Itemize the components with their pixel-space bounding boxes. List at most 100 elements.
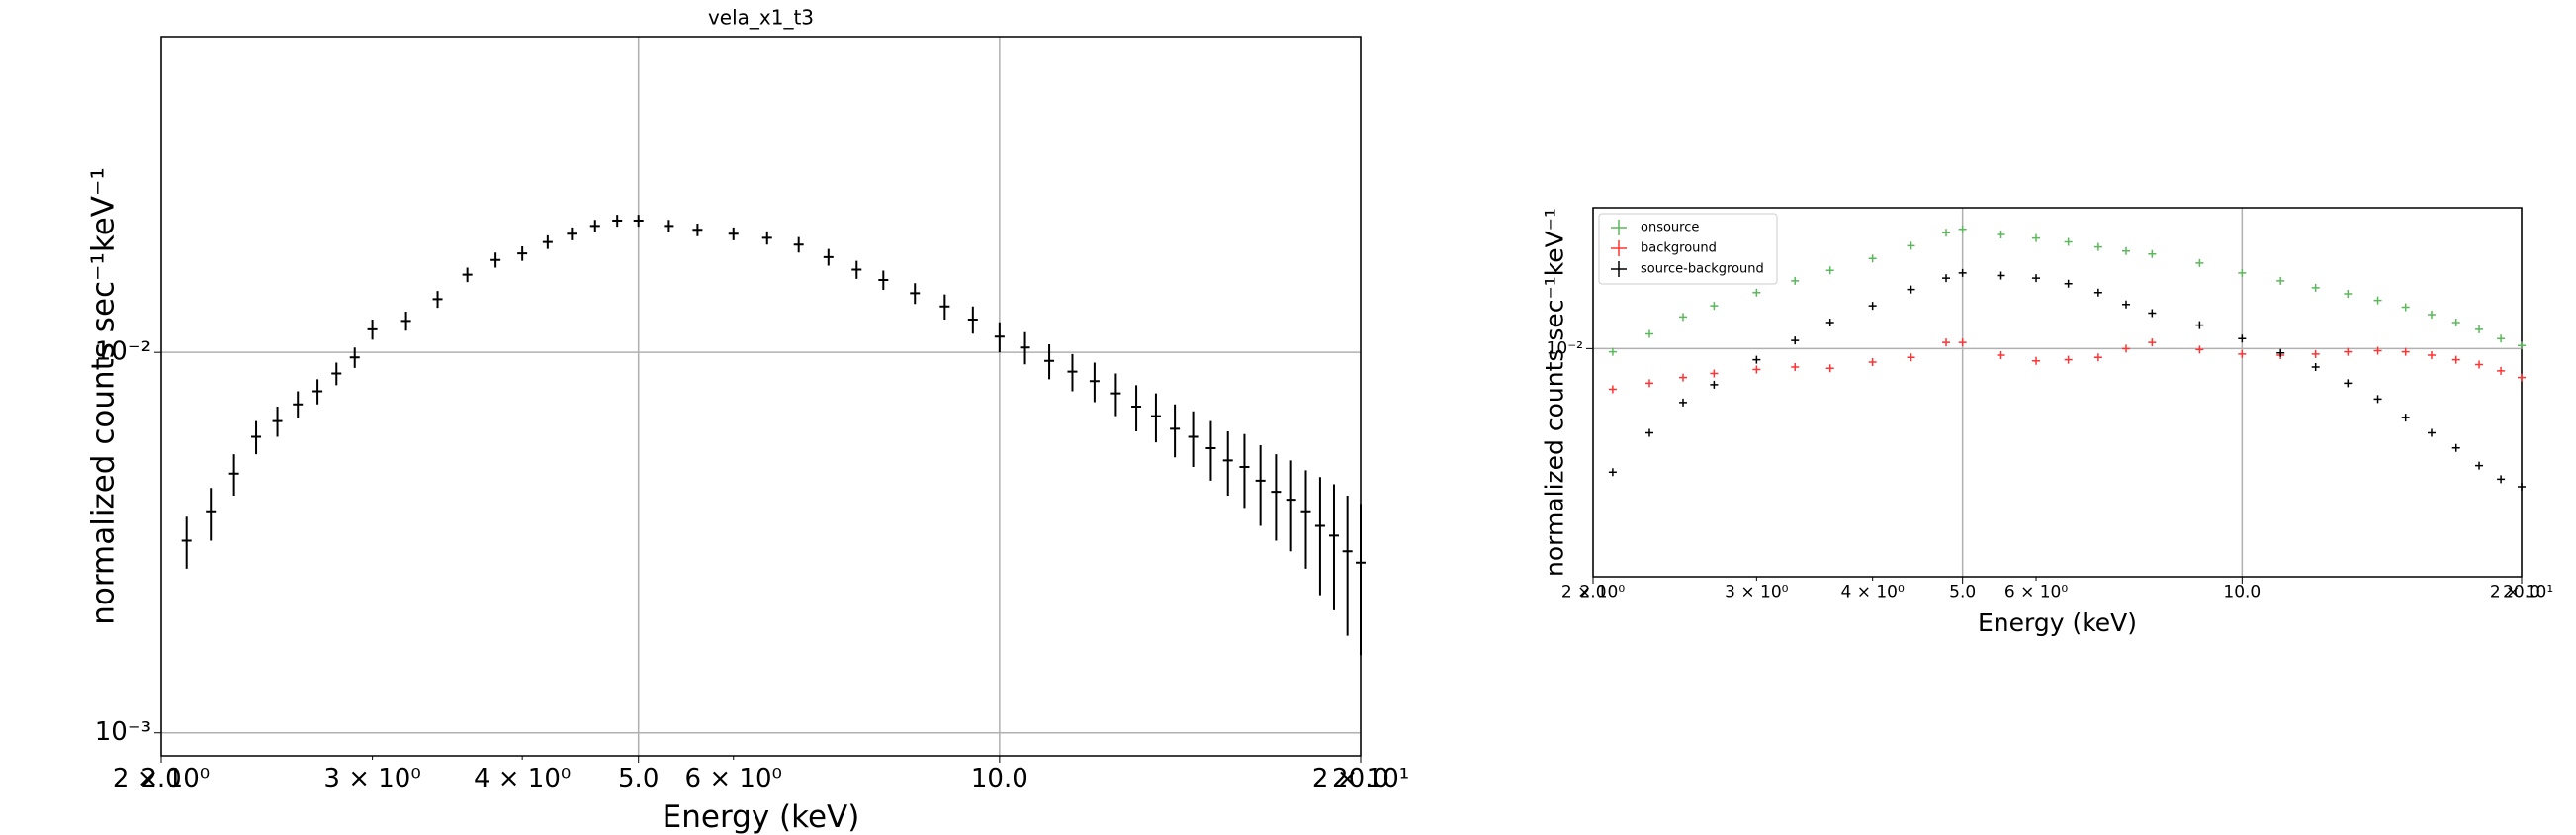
data-point bbox=[967, 306, 978, 334]
data-point bbox=[994, 322, 1005, 353]
data-point bbox=[793, 236, 804, 253]
x-tick-label: 3 × 10⁰ bbox=[323, 764, 420, 793]
y-axis-label: normalized counts sec⁻¹keV⁻¹ bbox=[85, 167, 121, 625]
data-point bbox=[1170, 404, 1181, 458]
x-tick-label: 2 × 10⁰ bbox=[1561, 582, 1625, 602]
data-point bbox=[2093, 242, 2102, 251]
data-point bbox=[2373, 395, 2382, 404]
data-point bbox=[2311, 362, 2320, 371]
data-point bbox=[1825, 319, 1834, 327]
data-point bbox=[2451, 355, 2460, 364]
data-point bbox=[2475, 461, 2484, 470]
data-point bbox=[2148, 249, 2157, 258]
data-point bbox=[1089, 362, 1100, 403]
data-point bbox=[1958, 338, 1967, 347]
data-point bbox=[1300, 470, 1311, 569]
chart-title: vela_x1_t3 bbox=[708, 6, 814, 30]
data-point bbox=[1868, 357, 1877, 366]
legend-marker bbox=[1611, 240, 1627, 256]
data-point bbox=[1997, 271, 2005, 280]
data-point bbox=[2122, 344, 2131, 353]
data-point bbox=[490, 252, 501, 268]
data-point bbox=[2475, 325, 2484, 333]
data-point bbox=[1907, 285, 1915, 294]
data-point bbox=[1942, 229, 1951, 237]
data-point bbox=[2122, 246, 2131, 255]
x-tick-label: 10.0 bbox=[2223, 582, 2261, 602]
data-point bbox=[251, 420, 262, 455]
data-point bbox=[1942, 338, 1951, 347]
data-point bbox=[2064, 279, 2073, 288]
data-point bbox=[228, 454, 239, 497]
data-point bbox=[2401, 347, 2410, 356]
legend-frame bbox=[1598, 213, 1778, 285]
data-point bbox=[1608, 347, 1617, 356]
data-point bbox=[349, 347, 360, 368]
x-tick-label: 3 × 10⁰ bbox=[1725, 582, 1788, 602]
data-point bbox=[293, 391, 304, 419]
data-point bbox=[1645, 428, 1653, 437]
data-point bbox=[2497, 334, 2506, 343]
data-point bbox=[2238, 334, 2247, 343]
data-point bbox=[1679, 398, 1687, 407]
data-point bbox=[1791, 362, 1800, 371]
data-point bbox=[2373, 346, 2382, 355]
x-tick-label: 2.0 bbox=[1579, 582, 1606, 602]
data-point bbox=[1868, 302, 1877, 311]
data-point bbox=[851, 260, 862, 279]
data-point bbox=[2344, 347, 2353, 356]
legend-label: background bbox=[1641, 241, 1717, 256]
data-point bbox=[1608, 385, 1617, 394]
x-tick-label: 4 × 10⁰ bbox=[474, 764, 571, 793]
x-axis-label: Energy (keV) bbox=[663, 799, 860, 835]
data-point bbox=[1239, 433, 1250, 509]
data-point bbox=[331, 362, 342, 386]
data-point bbox=[2311, 349, 2320, 358]
data-point bbox=[2373, 296, 2382, 305]
x-tick-label: 10.0 bbox=[971, 764, 1028, 793]
data-point bbox=[878, 270, 889, 290]
data-point bbox=[2276, 348, 2285, 357]
data-point bbox=[1255, 445, 1266, 526]
data-point bbox=[761, 231, 772, 245]
data-point bbox=[2518, 373, 2526, 382]
data-point bbox=[1752, 355, 1761, 364]
x-tick-label: 5.0 bbox=[618, 764, 659, 793]
data-point bbox=[1342, 496, 1353, 636]
data-point bbox=[1679, 373, 1687, 382]
data-point bbox=[1356, 504, 1366, 656]
data-point bbox=[612, 215, 623, 228]
x-tick-label: 6 × 10⁰ bbox=[685, 764, 782, 793]
data-point bbox=[1131, 385, 1142, 432]
data-point bbox=[542, 234, 553, 249]
data-point bbox=[2475, 360, 2484, 369]
data-point bbox=[462, 267, 473, 283]
data-point bbox=[2311, 283, 2320, 292]
data-point bbox=[1020, 331, 1030, 365]
legend-marker bbox=[1611, 220, 1627, 235]
x-tick-label: 6 × 10⁰ bbox=[2004, 582, 2068, 602]
data-point bbox=[664, 220, 674, 232]
data-point bbox=[2093, 288, 2102, 297]
data-point bbox=[2518, 482, 2526, 491]
data-point bbox=[1608, 468, 1617, 477]
data-point bbox=[1314, 477, 1325, 596]
data-point bbox=[1868, 254, 1877, 263]
data-point bbox=[2122, 300, 2131, 309]
data-point bbox=[2148, 338, 2157, 347]
data-point bbox=[1645, 329, 1653, 338]
data-point bbox=[2195, 258, 2204, 267]
data-point bbox=[2428, 350, 2436, 359]
data-point bbox=[400, 311, 411, 331]
x-tick-label: 2.0 bbox=[140, 764, 181, 793]
legend-marker bbox=[1611, 261, 1627, 277]
x-tick-label: 2 × 10⁰ bbox=[113, 764, 210, 793]
data-point bbox=[2238, 268, 2247, 277]
x-tick-label: 20.0 bbox=[2503, 582, 2540, 602]
data-point bbox=[206, 488, 217, 541]
data-point bbox=[1752, 365, 1761, 374]
data-point bbox=[2093, 353, 2102, 362]
data-point bbox=[1067, 353, 1078, 392]
data-point bbox=[1997, 231, 2005, 238]
data-point bbox=[1110, 373, 1121, 417]
